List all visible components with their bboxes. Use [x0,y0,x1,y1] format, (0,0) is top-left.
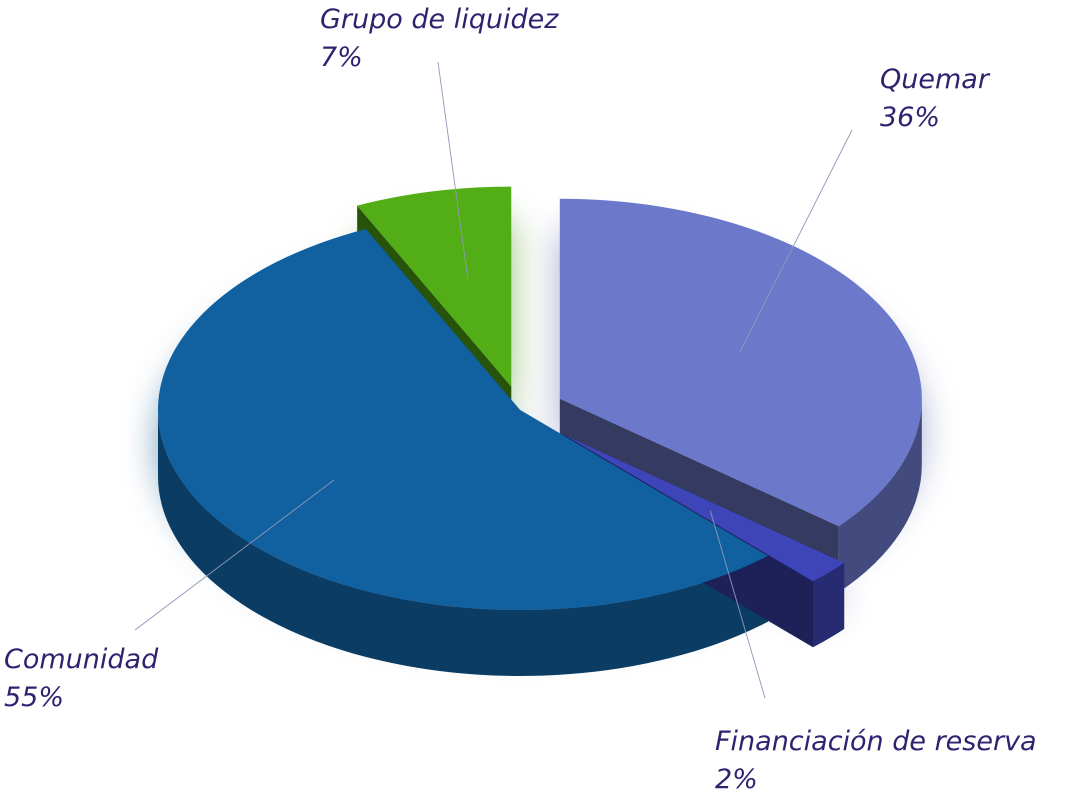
outer-wall-financiacion-de-reserva-0 [813,562,845,648]
slice-label-financiacion-de-reserva: Financiación de reserva [715,726,1037,757]
slice-percent-comunidad: 55% [4,682,64,713]
slice-percent-grupo-de-liquidez: 7% [320,42,363,73]
label-comunidad: Comunidad 55% [4,644,159,713]
outer-wall-comunidad-0 [158,410,768,676]
outer-wall-quemar-0 [838,398,922,593]
label-quemar: Quemar 36% [880,64,991,133]
slice-percent-financiacion-de-reserva: 2% [715,764,758,795]
slice-grupo-de-liquidez [357,186,512,387]
slice-label-comunidad: Comunidad [4,644,159,675]
slice-tops [157,186,922,611]
label-financiacion-de-reserva: Financiación de reserva 2% [715,726,1037,795]
slice-financiacion-de-reserva [565,435,845,582]
slice-comunidad [157,229,768,611]
leader-line-comunidad [134,479,335,631]
slice-quemar [559,198,922,527]
leader-lines [134,61,853,699]
leader-line-financiacion-de-reserva [709,510,766,699]
slice-percent-quemar: 36% [880,102,940,133]
label-grupo-de-liquidez: Grupo de liquidez 7% [320,4,559,73]
leader-line-quemar [739,129,853,353]
slice-label-quemar: Quemar [880,64,991,95]
slice-label-grupo-de-liquidez: Grupo de liquidez [320,4,559,35]
leader-line-grupo-de-liquidez [437,61,469,280]
